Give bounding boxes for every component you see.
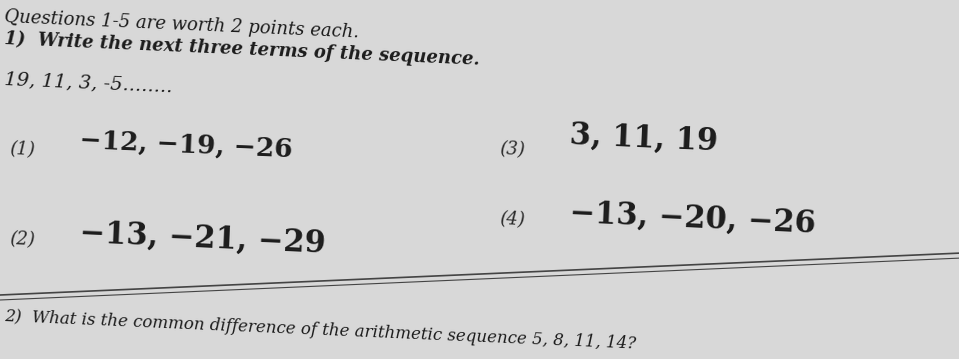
Text: 1)  Write the next three terms of the sequence.: 1) Write the next three terms of the seq… [4,30,480,69]
Text: (2): (2) [10,230,35,249]
Text: 2)  What is the common difference of the arithmetic sequence 5, 8, 11, 14?: 2) What is the common difference of the … [4,308,637,353]
Text: −13, −20, −26: −13, −20, −26 [569,198,816,240]
Text: −13, −21, −29: −13, −21, −29 [79,218,326,260]
Text: 19, 11, 3, -5........: 19, 11, 3, -5........ [4,70,174,95]
Text: 3, 11, 19: 3, 11, 19 [569,120,718,158]
Text: (1): (1) [10,140,35,159]
Text: (3): (3) [500,140,526,159]
Text: (4): (4) [500,210,526,229]
Text: Questions 1-5 are worth 2 points each.: Questions 1-5 are worth 2 points each. [4,8,360,42]
Text: −12, −19, −26: −12, −19, −26 [79,128,292,162]
